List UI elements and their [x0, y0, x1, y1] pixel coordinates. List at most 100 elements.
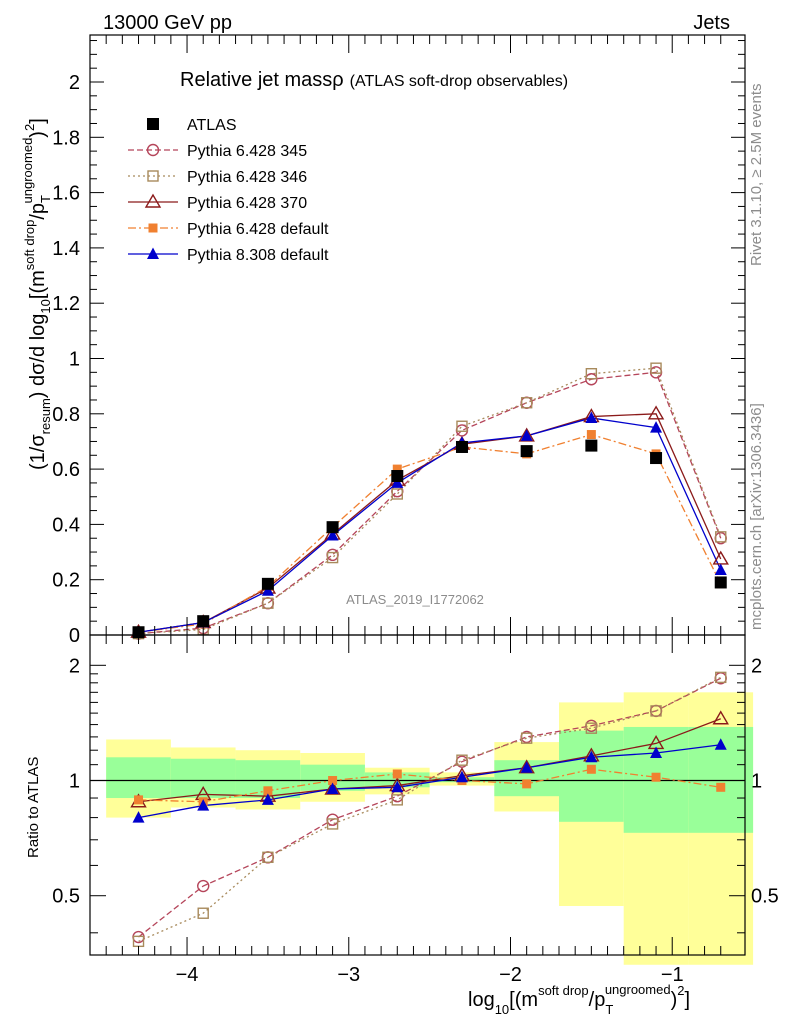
data-point	[585, 722, 598, 734]
ratio-series-lines	[138, 676, 722, 942]
data-point	[262, 851, 274, 864]
data-point	[263, 786, 273, 796]
data-point	[144, 193, 162, 208]
data-point	[716, 782, 726, 792]
data-point	[197, 799, 210, 811]
main-y-tick-label: 0.6	[52, 459, 80, 481]
ratio-stat-uncertainty-band	[559, 730, 624, 822]
data-point	[326, 521, 339, 534]
data-point	[391, 794, 403, 806]
main-y-tick-label: 0.4	[52, 514, 80, 536]
main-y-tick-label: 0	[69, 625, 80, 647]
data-point	[714, 738, 727, 750]
ratio-y-tick-label: 1	[69, 771, 80, 793]
data-point	[714, 563, 727, 576]
data-point	[147, 170, 159, 182]
data-point	[132, 811, 145, 823]
data-point	[328, 776, 338, 786]
rivet-label: Rivet 3.1.10, ≥ 2.5M events	[748, 84, 765, 267]
main-y-tick-label: 1.4	[52, 238, 80, 260]
legend-entry-label: Pythia 6.428 346	[187, 169, 307, 186]
data-point	[261, 597, 275, 610]
main-y-tick-label: 1.6	[52, 183, 80, 205]
legend: ATLAS Pythia 6.428 345 Pythia 6.428 346 Pyt…	[128, 117, 329, 264]
ratio-stat-uncertainty-band	[106, 757, 171, 799]
series-line	[138, 371, 722, 635]
data-point	[326, 782, 339, 795]
data-point	[585, 368, 598, 380]
data-point	[197, 879, 210, 893]
ratio-y-tick-label: 2	[69, 655, 80, 677]
data-point	[585, 411, 598, 423]
data-point	[520, 429, 533, 441]
data-point	[520, 397, 533, 409]
data-point	[392, 464, 402, 474]
ratio-frame	[89, 634, 746, 956]
mcplots-label: mcplots.cern.ch [arXiv:1306.3436]	[748, 403, 765, 630]
data-point	[262, 597, 274, 609]
data-point	[391, 780, 404, 793]
ratio-y-tick-label-right: 1	[751, 771, 762, 793]
data-point	[197, 907, 209, 919]
data-point	[326, 551, 339, 564]
data-point	[326, 818, 339, 830]
x-tick-label: −3	[337, 964, 360, 986]
data-point	[651, 772, 661, 782]
data-point	[650, 746, 663, 759]
data-point	[650, 421, 663, 433]
series-line	[138, 367, 722, 635]
data-point	[585, 750, 598, 763]
data-point	[147, 247, 159, 259]
series-line	[138, 417, 722, 633]
main-y-tick-label: 2	[69, 72, 80, 94]
data-point	[520, 445, 533, 458]
chart-title-main: Relative jet massρ	[180, 69, 344, 91]
ratio-y-tick-label-right: 2	[751, 655, 762, 677]
chart-title-sub: (ATLAS soft-drop observables)	[350, 73, 568, 90]
axes: 0 0.2 0.4 0.6 0.8 1 1.2 1.4 1.6 1.8 2 −4 −3 −2 −1 0.5 0.…	[52, 34, 779, 986]
main-series-lines	[138, 367, 722, 635]
main-y-tick-label: 1	[69, 349, 80, 371]
ratio-series-markers	[130, 671, 729, 948]
header-right: Jets	[693, 12, 730, 34]
ratio-stat-uncertainty-band	[170, 758, 236, 799]
data-point	[647, 405, 665, 420]
upper-y-axis-label: (1/σresum) dσ/d log10[(msoft drop/pTungr…	[20, 118, 53, 470]
header-left: 13000 GeV pp	[103, 12, 232, 34]
data-point	[712, 710, 729, 725]
chart-title: Relative jet massρ (ATLAS soft-drop obser…	[180, 69, 568, 91]
data-point	[261, 584, 274, 596]
legend-entry-label: Pythia 8.308 default	[187, 247, 329, 264]
data-point	[522, 779, 532, 789]
ratio-y-tick-label: 0.5	[52, 886, 80, 908]
data-point	[261, 793, 274, 805]
data-point	[146, 143, 160, 157]
data-point	[456, 754, 468, 766]
ratio-series-line	[138, 744, 721, 819]
data-point	[455, 440, 468, 453]
data-point	[715, 671, 727, 684]
data-point	[650, 705, 662, 717]
ratio-bands	[90, 692, 754, 965]
ratio-series-line	[138, 768, 721, 803]
legend-entry-label: Pythia 6.428 370	[187, 195, 307, 212]
x-tick-label: −4	[176, 964, 199, 986]
data-point	[326, 548, 339, 562]
data-point	[650, 362, 662, 374]
data-point	[455, 770, 468, 783]
data-point	[148, 223, 158, 233]
ratio-y-tick-label-right: 0.5	[751, 886, 779, 908]
series-line	[138, 433, 722, 633]
data-point	[261, 577, 274, 590]
data-point	[147, 118, 159, 130]
data-point	[586, 764, 596, 774]
data-point	[585, 439, 598, 452]
main-y-tick-label: 0.8	[52, 404, 80, 426]
data-point	[134, 795, 144, 805]
main-y-tick-label: 0.2	[52, 570, 80, 592]
x-tick-label: −1	[661, 964, 684, 986]
legend-entry-label: Pythia 6.428 345	[187, 143, 307, 160]
x-tick-label: −2	[499, 964, 522, 986]
lower-y-axis-label: Ratio to ATLAS	[25, 757, 42, 858]
